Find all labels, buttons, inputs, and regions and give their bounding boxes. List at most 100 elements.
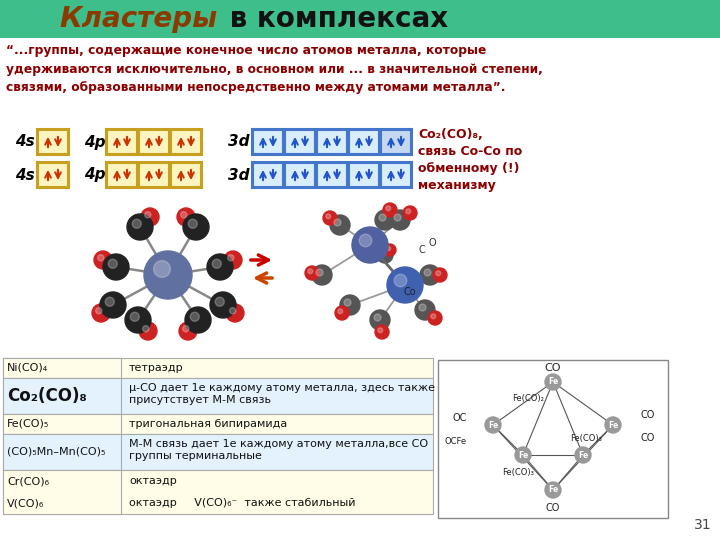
Circle shape bbox=[100, 292, 126, 318]
Circle shape bbox=[215, 297, 225, 306]
Circle shape bbox=[98, 254, 104, 261]
Circle shape bbox=[344, 299, 351, 306]
Circle shape bbox=[179, 322, 197, 340]
Text: Fe: Fe bbox=[548, 485, 558, 495]
Text: CO: CO bbox=[545, 363, 562, 373]
Circle shape bbox=[377, 247, 393, 263]
Text: V(CO)₆: V(CO)₆ bbox=[7, 498, 44, 508]
Bar bbox=[3, 470, 433, 514]
Circle shape bbox=[383, 203, 397, 217]
Bar bbox=[38, 130, 68, 154]
Circle shape bbox=[605, 417, 621, 433]
Circle shape bbox=[127, 214, 153, 240]
Circle shape bbox=[431, 314, 436, 319]
Text: μ-CO дает 1e каждому атому металла, здесь также: μ-CO дает 1e каждому атому металла, здес… bbox=[129, 383, 435, 393]
Circle shape bbox=[352, 227, 388, 263]
Text: Fe: Fe bbox=[578, 450, 588, 460]
Circle shape bbox=[92, 304, 110, 322]
Text: Ni(CO)₄: Ni(CO)₄ bbox=[7, 363, 48, 373]
Bar bbox=[381, 130, 411, 154]
Bar bbox=[381, 163, 411, 187]
Text: Fe: Fe bbox=[488, 421, 498, 429]
Circle shape bbox=[485, 417, 501, 433]
Circle shape bbox=[359, 234, 372, 247]
Circle shape bbox=[153, 261, 171, 278]
Bar bbox=[438, 360, 668, 518]
Text: Co: Co bbox=[404, 287, 416, 297]
Text: 4p: 4p bbox=[84, 134, 106, 150]
Text: Fe: Fe bbox=[608, 421, 618, 429]
Circle shape bbox=[390, 210, 410, 230]
Text: тригональная бипирамида: тригональная бипирамида bbox=[129, 419, 287, 429]
Circle shape bbox=[387, 246, 391, 251]
Circle shape bbox=[419, 304, 426, 311]
Text: Cr(CO)₆: Cr(CO)₆ bbox=[7, 476, 49, 486]
Circle shape bbox=[96, 308, 102, 314]
Bar bbox=[349, 163, 379, 187]
Circle shape bbox=[380, 250, 386, 256]
Bar bbox=[317, 163, 347, 187]
Circle shape bbox=[515, 447, 531, 463]
Circle shape bbox=[415, 300, 435, 320]
Text: 4s: 4s bbox=[15, 167, 35, 183]
Bar bbox=[252, 129, 412, 155]
Text: Co₂(CO)₈: Co₂(CO)₈ bbox=[7, 387, 86, 405]
Text: в комплексах: в комплексах bbox=[220, 5, 448, 33]
Text: 31: 31 bbox=[694, 518, 712, 532]
Circle shape bbox=[370, 310, 390, 330]
Bar bbox=[3, 434, 433, 470]
Circle shape bbox=[545, 374, 561, 390]
Bar bbox=[253, 130, 283, 154]
Bar bbox=[3, 378, 433, 414]
Circle shape bbox=[143, 326, 149, 332]
Circle shape bbox=[130, 312, 139, 321]
Circle shape bbox=[230, 308, 236, 314]
Circle shape bbox=[144, 251, 192, 299]
Circle shape bbox=[94, 251, 112, 269]
Text: M-M связь дает 1e каждому атому металла,все CO: M-M связь дает 1e каждому атому металла,… bbox=[129, 439, 428, 449]
Bar bbox=[3, 470, 121, 514]
Bar bbox=[37, 162, 69, 188]
Text: Fe: Fe bbox=[518, 450, 528, 460]
Circle shape bbox=[316, 269, 323, 276]
Text: 4p: 4p bbox=[84, 167, 106, 183]
Bar bbox=[3, 434, 121, 470]
Text: Fe(CO)₂: Fe(CO)₂ bbox=[512, 394, 544, 402]
Text: октаэдр: октаэдр bbox=[129, 476, 176, 486]
Circle shape bbox=[207, 254, 233, 280]
Text: октаэдр     V(CO)₆⁻  также стабильный: октаэдр V(CO)₆⁻ также стабильный bbox=[129, 498, 356, 508]
Text: Fe(CO)₅: Fe(CO)₅ bbox=[7, 419, 49, 429]
Circle shape bbox=[224, 251, 242, 269]
Circle shape bbox=[226, 304, 244, 322]
Circle shape bbox=[424, 269, 431, 276]
Bar bbox=[3, 414, 121, 434]
Bar bbox=[107, 163, 137, 187]
Circle shape bbox=[228, 254, 234, 261]
Circle shape bbox=[141, 208, 159, 226]
Text: Fe: Fe bbox=[548, 377, 558, 387]
Circle shape bbox=[181, 212, 187, 218]
Text: OC: OC bbox=[453, 413, 467, 423]
Bar bbox=[37, 129, 69, 155]
Text: Кластеры: Кластеры bbox=[60, 5, 218, 33]
Text: C: C bbox=[418, 245, 426, 255]
Circle shape bbox=[125, 307, 151, 333]
Text: O: O bbox=[428, 238, 436, 248]
Circle shape bbox=[183, 326, 189, 332]
Circle shape bbox=[212, 259, 221, 268]
Circle shape bbox=[105, 297, 114, 306]
Bar bbox=[3, 414, 433, 434]
Text: OCFe: OCFe bbox=[445, 437, 467, 447]
Bar bbox=[3, 378, 121, 414]
Circle shape bbox=[335, 306, 349, 320]
Circle shape bbox=[312, 265, 332, 285]
Text: Fe(CO)₃: Fe(CO)₃ bbox=[502, 468, 534, 476]
Circle shape bbox=[108, 259, 117, 268]
Bar bbox=[171, 163, 201, 187]
Circle shape bbox=[132, 219, 141, 228]
Bar bbox=[171, 130, 201, 154]
Bar bbox=[3, 358, 121, 378]
Circle shape bbox=[103, 254, 129, 280]
Circle shape bbox=[177, 208, 195, 226]
Circle shape bbox=[545, 482, 561, 498]
